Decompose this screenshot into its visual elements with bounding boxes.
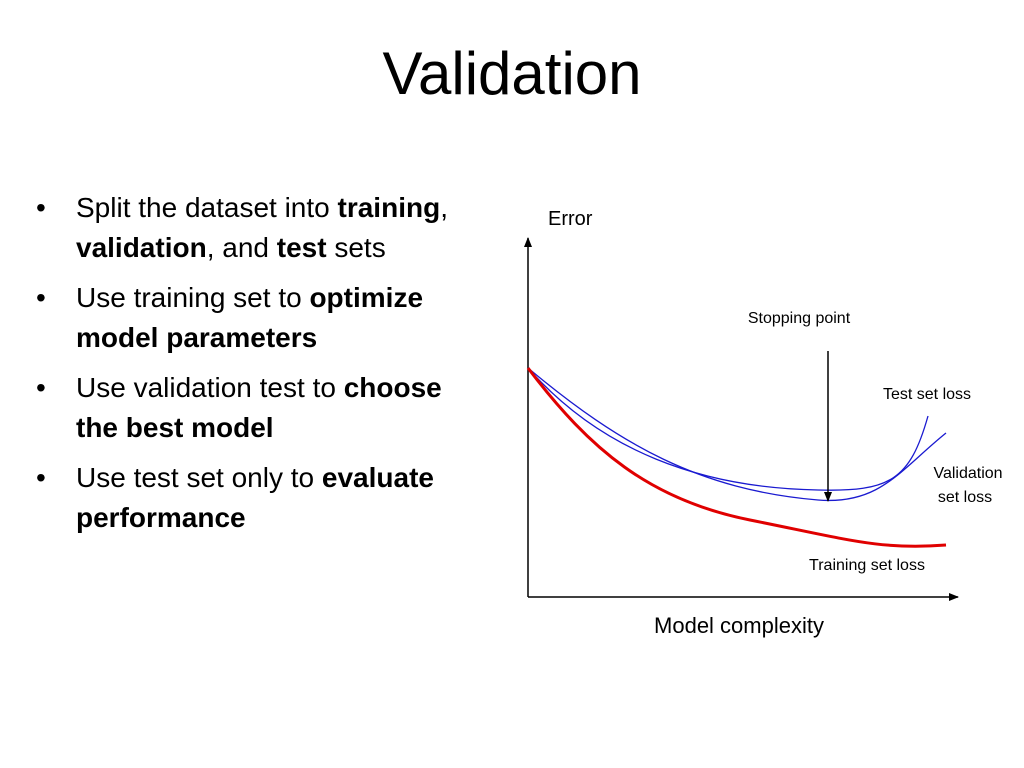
validation-set-loss-label-line2: set loss (938, 489, 992, 506)
bullet-item: • Split the dataset into training, valida… (30, 188, 480, 268)
bullet-text: , and (206, 232, 277, 263)
test-set-loss-label: Test set loss (883, 386, 971, 403)
x-axis-label: Model complexity (654, 613, 824, 638)
bullet-text: Use test set only to (76, 462, 322, 493)
bullet-list: • Split the dataset into training, valida… (30, 188, 480, 548)
validation-set-loss-curve (527, 367, 929, 491)
training-set-loss-label: Training set loss (809, 557, 925, 574)
bullet-emphasis: training (337, 192, 441, 223)
bullet-emphasis: optimize model parameters (76, 282, 424, 353)
bullet-item: • Use training set to optimize model para… (30, 278, 480, 358)
bullet-emphasis: test (276, 232, 327, 263)
bullet-emphasis: evaluate performance (76, 462, 434, 533)
slide-title: Validation (382, 40, 642, 107)
stopping-point-label: Stopping point (748, 310, 851, 327)
y-axis-label: Error (548, 208, 593, 230)
bullet-text: Use training set to (76, 282, 310, 313)
bullet-dot-icon: • (36, 372, 46, 403)
validation-set-loss-label-line1: Validation (933, 465, 1002, 482)
bullet-emphasis: choose the best model (76, 372, 442, 443)
bullet-item: • Use validation test to choose the best … (30, 368, 480, 448)
bullet-dot-icon: • (36, 282, 46, 313)
training-set-loss-curve (526, 367, 947, 548)
bullet-text: Use validation test to (76, 372, 344, 403)
bullet-text: , (440, 192, 448, 223)
bullet-emphasis: validation (76, 232, 207, 263)
bullet-text: Split the dataset into (76, 192, 338, 223)
bullet-item: • Use test set only to evaluate performan… (30, 458, 480, 538)
bullet-dot-icon: • (36, 192, 46, 223)
bullet-dot-icon: • (36, 462, 46, 493)
bullet-text: sets (326, 232, 386, 263)
